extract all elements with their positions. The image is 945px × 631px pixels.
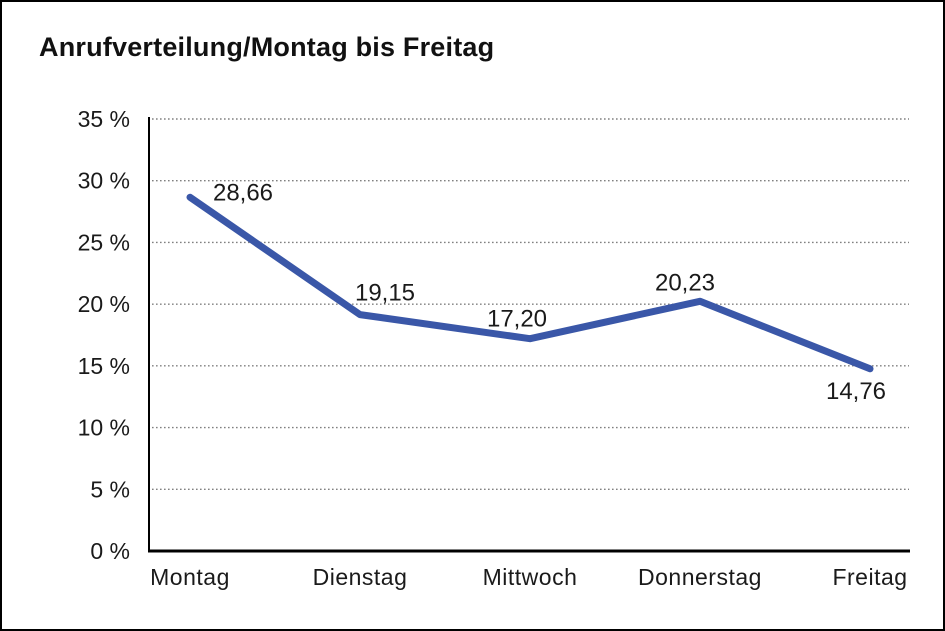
x-axis-label: Dienstag — [313, 564, 408, 590]
y-tick-label: 30 % — [78, 168, 130, 194]
x-axis-label: Freitag — [832, 564, 907, 590]
y-tick-label: 25 % — [78, 229, 130, 255]
y-tick-label: 35 % — [78, 106, 130, 132]
x-axis-label: Mittwoch — [483, 564, 578, 590]
x-axis-label: Donnerstag — [638, 564, 762, 590]
data-line — [186, 193, 874, 373]
y-tick-label: 0 % — [90, 538, 130, 564]
data-point-label: 20,23 — [655, 269, 715, 296]
data-point-label: 14,76 — [826, 378, 886, 405]
data-point-label: 17,20 — [487, 306, 547, 333]
y-tick-label: 10 % — [78, 415, 130, 441]
y-tick-label: 20 % — [78, 291, 130, 317]
y-tick-label: 15 % — [78, 353, 130, 379]
data-point-label: 28,66 — [213, 179, 273, 206]
y-tick-label: 5 % — [90, 476, 130, 502]
data-point-label: 19,15 — [355, 280, 415, 307]
x-axis-label: Montag — [150, 564, 230, 590]
chart-title: Anrufverteilung/Montag bis Freitag — [39, 32, 495, 62]
